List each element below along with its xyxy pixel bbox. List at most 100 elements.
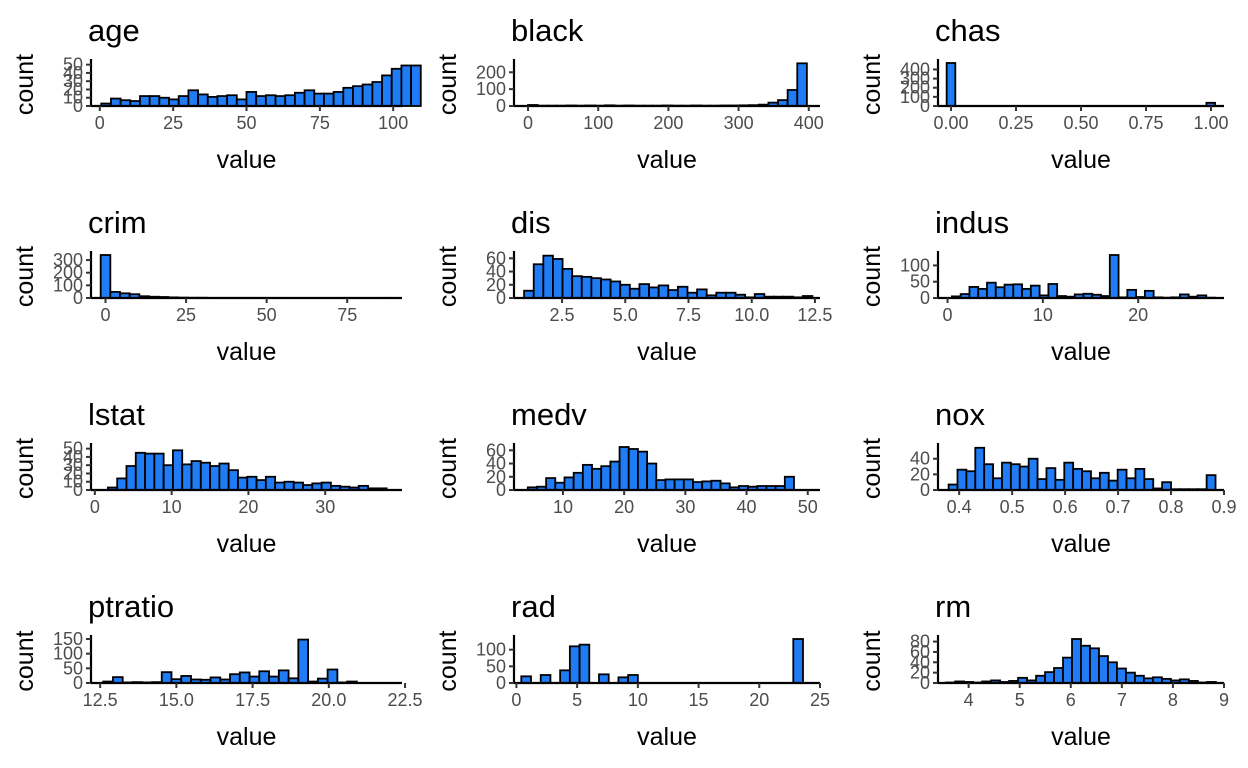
histogram-bar (1072, 467, 1083, 491)
histogram-bar (563, 476, 575, 491)
histogram-bar (581, 463, 593, 491)
x-tick-label: 20 (749, 690, 769, 710)
histogram-bar (628, 287, 641, 299)
histogram-bar (1116, 468, 1128, 491)
x-tick-label: 10 (553, 497, 573, 517)
histogram-bar (792, 638, 804, 684)
y-tick-label: 150 (53, 629, 83, 649)
histogram-bar (332, 91, 345, 107)
y-tick-label: 20 (486, 275, 506, 295)
panel-title: crim (88, 205, 147, 240)
x-tick-label: 0 (943, 305, 953, 325)
panel-title: chas (935, 13, 1000, 48)
x-tick-label: 9 (1219, 690, 1229, 710)
x-axis-title: value (637, 530, 697, 558)
histogram-bar (410, 64, 422, 107)
x-tick-label: 7 (1117, 690, 1127, 710)
histogram-bar (945, 62, 957, 107)
y-tick-label: 20 (63, 79, 83, 99)
histogram-bar (532, 263, 545, 299)
x-tick-label: 4 (964, 690, 974, 710)
histogram-bar (1125, 671, 1136, 684)
histogram-bar (264, 475, 277, 491)
histogram-bar (710, 479, 722, 491)
histogram-bar (1029, 284, 1041, 299)
histogram-bar (237, 476, 249, 491)
x-tick-label: 30 (675, 497, 695, 517)
x-tick-label: 5 (1015, 690, 1025, 710)
histogram-bar (277, 669, 290, 684)
x-tick-label: 0.00 (933, 113, 968, 133)
histogram-bar (209, 465, 221, 491)
x-tick-label: 22.5 (388, 690, 423, 710)
histogram-bar (618, 446, 630, 491)
histogram-bar (986, 281, 997, 299)
histogram-bar (177, 95, 190, 107)
histogram-bar (992, 477, 1003, 491)
histogram-bar (578, 643, 591, 684)
histogram-bar (303, 89, 316, 107)
histogram-bar (1053, 667, 1064, 684)
y-axis-title: count (11, 630, 39, 691)
histogram-bar (153, 452, 165, 491)
y-tick-label: 0 (496, 288, 506, 308)
histogram-bar (199, 461, 212, 491)
histogram-bar (648, 286, 660, 299)
x-tick-label: 10 (628, 690, 648, 710)
histogram-bar (657, 284, 670, 299)
x-tick-label: 300 (724, 113, 754, 133)
x-axis-title: value (637, 146, 697, 174)
panel-title: ptratio (88, 589, 174, 624)
histogram-bar (274, 481, 286, 491)
y-axis-title: count (11, 54, 39, 115)
y-tick-label: 50 (486, 656, 506, 676)
histogram-bar (664, 478, 676, 491)
histogram-bar (994, 286, 1006, 299)
histogram-bar (258, 670, 270, 684)
histogram-bar (187, 89, 199, 107)
y-tick-label: 20 (910, 663, 930, 683)
y-axis-title: count (434, 438, 462, 499)
x-tick-label: 40 (737, 497, 757, 517)
histogram-bar (552, 258, 564, 299)
panel-title: dis (511, 205, 551, 240)
y-tick-label: 80 (910, 632, 930, 652)
x-tick-label: 75 (337, 305, 357, 325)
histogram-bar (1001, 461, 1012, 491)
x-tick-label: 0.25 (998, 113, 1033, 133)
histogram-bar (238, 671, 251, 684)
histogram-bar (1047, 283, 1059, 299)
y-tick-label: 50 (910, 272, 930, 292)
histogram-bar (1071, 638, 1082, 684)
histogram-bar (390, 67, 403, 107)
histogram-bar (968, 286, 980, 299)
x-tick-label: 10 (1033, 305, 1053, 325)
x-tick-label: 0 (100, 305, 110, 325)
x-tick-label: 20 (614, 497, 634, 517)
y-axis-title: count (11, 246, 39, 307)
x-tick-label: 7.5 (676, 305, 701, 325)
histogram-bar (352, 85, 364, 107)
y-tick-label: 50 (63, 55, 83, 75)
x-tick-label: 6 (1066, 690, 1076, 710)
histogram-bar (571, 275, 583, 299)
x-tick-label: 0.8 (1159, 497, 1184, 517)
y-tick-label: 50 (63, 658, 83, 678)
histogram-bar (1098, 655, 1109, 684)
y-tick-label: 30 (63, 71, 83, 91)
histogram-bar (568, 645, 581, 684)
x-axis-title: value (217, 723, 277, 751)
histogram-bar (701, 480, 713, 491)
histogram-bar (323, 92, 335, 107)
histogram-bar (197, 93, 209, 107)
y-tick-label: 0 (73, 480, 83, 500)
x-tick-label: 0.7 (1106, 497, 1131, 517)
histogram-bar (542, 254, 554, 299)
x-tick-label: 200 (653, 113, 683, 133)
